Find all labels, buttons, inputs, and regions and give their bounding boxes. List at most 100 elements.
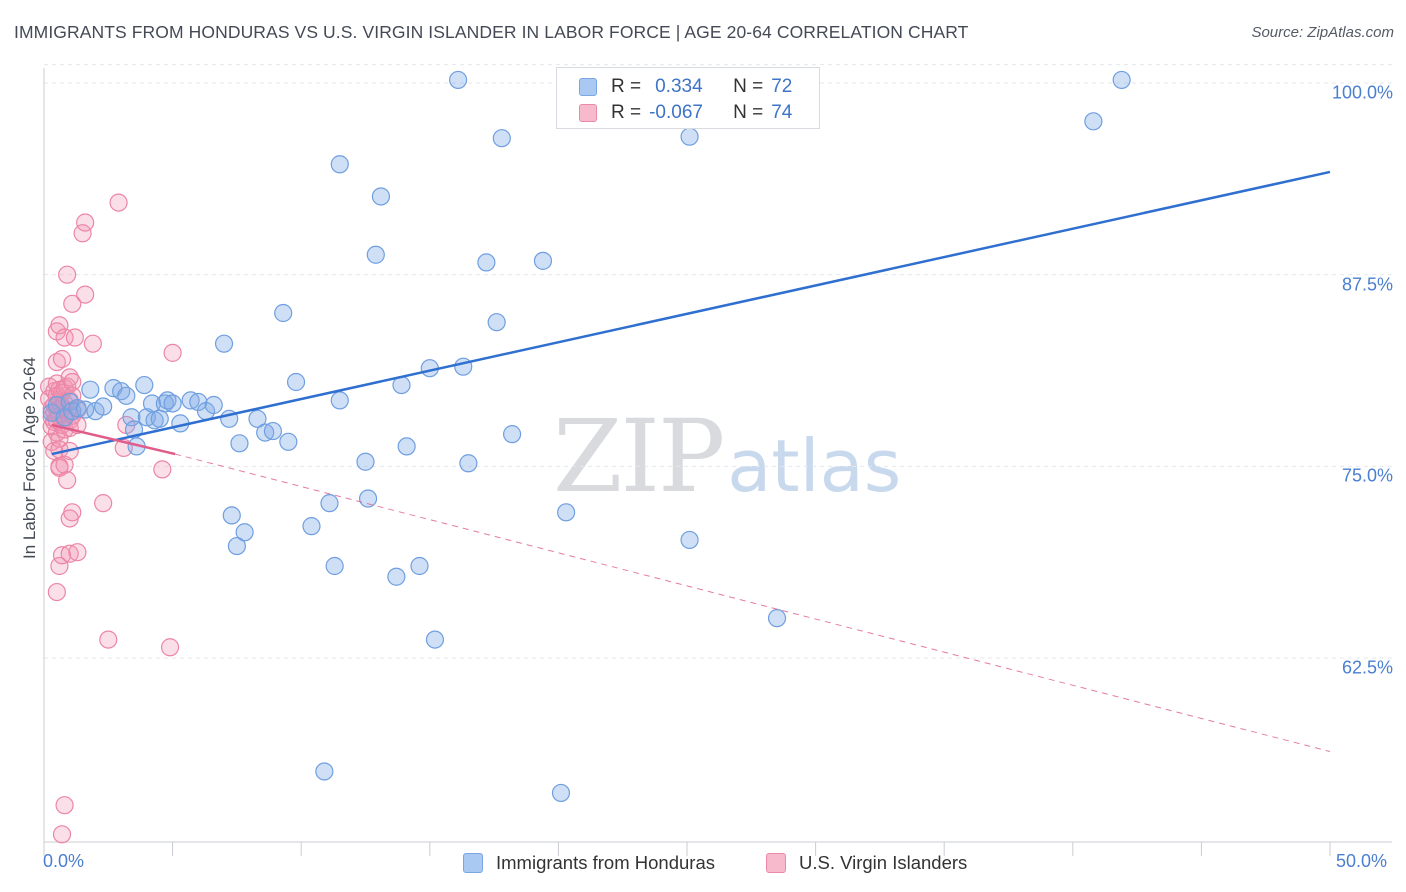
series-legend-label: U.S. Virgin Islanders <box>799 852 968 873</box>
blue-point-66 <box>557 503 576 522</box>
series-legend: Immigrants from Honduras U.S. Virgin Isl… <box>0 852 1406 878</box>
pink-point-57 <box>65 328 84 347</box>
source-label: Source: ZipAtlas.com <box>1251 24 1394 41</box>
blue-point-45 <box>330 391 349 410</box>
series-legend-honduras[interactable]: Immigrants from Honduras <box>463 852 715 874</box>
pink-point-71 <box>160 638 180 657</box>
blue-point-25 <box>181 391 200 410</box>
blue-point-12 <box>117 386 136 405</box>
axes <box>43 68 1392 856</box>
blue-point-59 <box>459 454 478 473</box>
blue-point-69 <box>680 530 699 550</box>
blue-point-28 <box>204 395 223 415</box>
blue-point-39 <box>279 432 298 451</box>
legend-row-virgin-islanders: R = -0.067 N = 74 <box>579 100 792 126</box>
virgin-islanders-trend-dashed <box>175 453 1331 753</box>
pink-point-33 <box>52 825 72 844</box>
blue-point-57 <box>448 70 468 90</box>
pink-point-64 <box>83 334 102 353</box>
pink-point-41 <box>58 265 77 284</box>
blue-point-47 <box>356 452 375 471</box>
series-legend-label: Immigrants from Honduras <box>496 852 715 873</box>
blue-point-26 <box>189 392 208 412</box>
trend-lines <box>51 170 1331 753</box>
blue-point-23 <box>163 394 182 413</box>
watermark: ZIPatlas <box>553 398 901 515</box>
pink-point-65 <box>94 494 113 513</box>
x-tick-label-max: 50.0% <box>1336 851 1388 871</box>
blue-point-40 <box>286 372 306 392</box>
blue-point-32 <box>227 536 246 556</box>
y-tick-label-0: 62.5% <box>1341 657 1393 678</box>
blue-point-9 <box>94 397 113 416</box>
blue-point-54 <box>410 556 429 576</box>
blue-point-70 <box>767 609 787 628</box>
blue-point-49 <box>366 245 385 264</box>
pink-point-55 <box>63 503 82 522</box>
blue-point-34 <box>235 523 254 542</box>
blue-point-44 <box>325 556 344 576</box>
blue-point-60 <box>477 253 496 272</box>
honduras-trend-line <box>51 170 1331 456</box>
y-tick-label-1: 75.0% <box>1341 465 1393 486</box>
legend-r-value: -0.067 <box>649 102 703 123</box>
legend-r-label: R = <box>611 102 642 123</box>
blue-point-36 <box>256 423 275 442</box>
blue-point-51 <box>387 567 406 586</box>
blue-point-37 <box>263 421 283 441</box>
blue-point-20 <box>150 409 169 428</box>
blue-point-64 <box>533 251 553 270</box>
pink-point-28 <box>52 349 72 369</box>
pink-point-32 <box>52 546 72 565</box>
blue-point-72 <box>1112 70 1131 90</box>
blue-point-46 <box>330 155 349 174</box>
honduras-points <box>42 70 1131 803</box>
legend-n-label: N = <box>733 102 764 123</box>
series-legend-virgin-islanders[interactable]: U.S. Virgin Islanders <box>766 852 967 874</box>
blue-point-65 <box>551 783 571 803</box>
pink-point-63 <box>76 285 95 304</box>
pink-point-44 <box>58 471 77 490</box>
virgin-islanders-points <box>40 193 182 844</box>
blue-point-71 <box>1084 112 1103 131</box>
blue-point-21 <box>155 394 174 413</box>
blue-point-31 <box>222 506 241 525</box>
legend-n-label: N = <box>733 76 764 97</box>
blue-point-68 <box>680 127 699 146</box>
y-axis-label: In Labor Force | Age 20-64 <box>20 357 39 559</box>
blue-point-42 <box>315 762 334 781</box>
legend-r-value: 0.334 <box>655 76 703 97</box>
grid-lines <box>44 64 1392 659</box>
pink-point-66 <box>99 630 118 649</box>
blue-point-7 <box>81 380 100 399</box>
legend-r-label: R = <box>611 76 642 97</box>
blue-point-50 <box>371 187 391 206</box>
correlation-legend: R = 0.334 N = 72 R = -0.067 N = 74 <box>556 67 820 129</box>
pink-point-62 <box>76 213 95 232</box>
pink-point-11 <box>47 352 66 372</box>
pink-point-60 <box>68 543 87 562</box>
pink-point-40 <box>55 796 74 815</box>
pink-point-52 <box>63 372 82 392</box>
y-tick-label-3: 100.0% <box>1331 82 1393 103</box>
legend-swatch-blue <box>579 78 597 96</box>
chart-title: IMMIGRANTS FROM HONDURAS VS U.S. VIRGIN … <box>14 22 969 42</box>
pink-point-67 <box>109 193 128 212</box>
pink-point-56 <box>63 294 82 313</box>
virgin-islanders-trend-solid <box>51 423 176 456</box>
blue-point-61 <box>487 313 506 332</box>
series-swatch-blue <box>463 853 483 873</box>
pink-point-17 <box>47 582 66 602</box>
blue-point-5 <box>68 398 87 418</box>
blue-point-43 <box>320 494 339 513</box>
x-tick-label-min: 0.0% <box>43 851 85 871</box>
y-tick-label-2: 87.5% <box>1341 274 1393 295</box>
legend-swatch-pink <box>579 104 597 122</box>
blue-point-16 <box>135 375 154 395</box>
blue-point-56 <box>425 630 445 649</box>
pink-point-27 <box>50 556 69 576</box>
blue-point-38 <box>274 303 293 323</box>
blue-point-53 <box>397 437 416 456</box>
blue-point-41 <box>302 517 321 536</box>
